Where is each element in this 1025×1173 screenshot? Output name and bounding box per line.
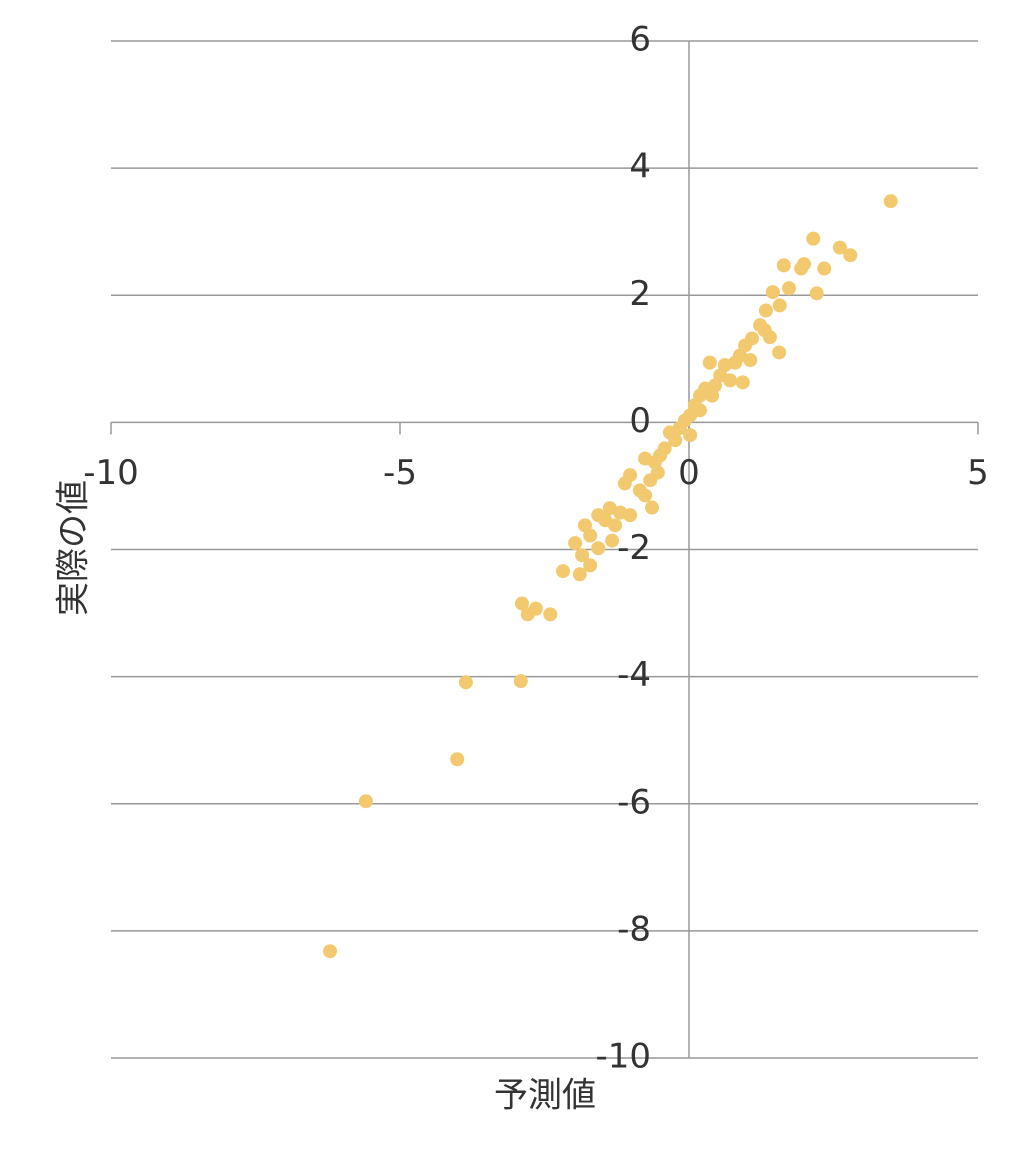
point [806,231,821,246]
point [765,285,780,300]
point [513,674,528,689]
point [705,388,720,403]
point [555,564,570,579]
point [683,428,698,443]
point [605,533,620,548]
point [743,353,758,368]
y-axis-title: 実際の値 [54,480,94,616]
point [843,248,858,263]
point [758,303,773,318]
y-tick-label: -4 [617,655,651,695]
x-axis-title: 予測値 [494,1076,596,1116]
point [809,286,824,301]
point [645,500,660,515]
point [832,240,847,255]
point [797,257,812,272]
y-tick-label: 2 [629,274,651,314]
point [602,501,617,516]
point [583,558,598,573]
point [638,451,653,466]
point [591,541,606,556]
point [583,528,598,543]
y-tick-label: 6 [629,20,651,60]
point [772,345,787,360]
x-tick-label: -10 [83,453,139,493]
y-tick-label: -2 [617,528,651,568]
point [528,601,543,616]
point [638,488,653,503]
point [458,675,473,690]
point [543,607,558,622]
point [514,596,529,611]
x-tick-label: 0 [678,453,700,493]
point [450,752,465,767]
point [617,476,632,491]
point [762,330,777,345]
point [643,473,658,488]
point [883,194,898,209]
point [735,375,750,390]
point [817,261,832,276]
point [723,373,738,388]
y-tick-label: 4 [629,147,651,187]
point [662,425,677,440]
y-tick-label: 0 [629,401,651,441]
point [575,548,590,563]
x-tick-label: 5 [967,453,989,493]
y-tick-label: -8 [617,909,651,949]
point [598,513,613,528]
point [776,258,791,273]
point [702,355,717,370]
x-tick-label: -5 [383,453,417,493]
point [358,794,373,809]
point [772,298,787,313]
y-tick-label: -6 [617,782,651,822]
point [323,944,338,959]
y-tick-label: -10 [595,1037,651,1077]
point [781,281,796,296]
point [568,536,583,551]
point [572,567,587,582]
